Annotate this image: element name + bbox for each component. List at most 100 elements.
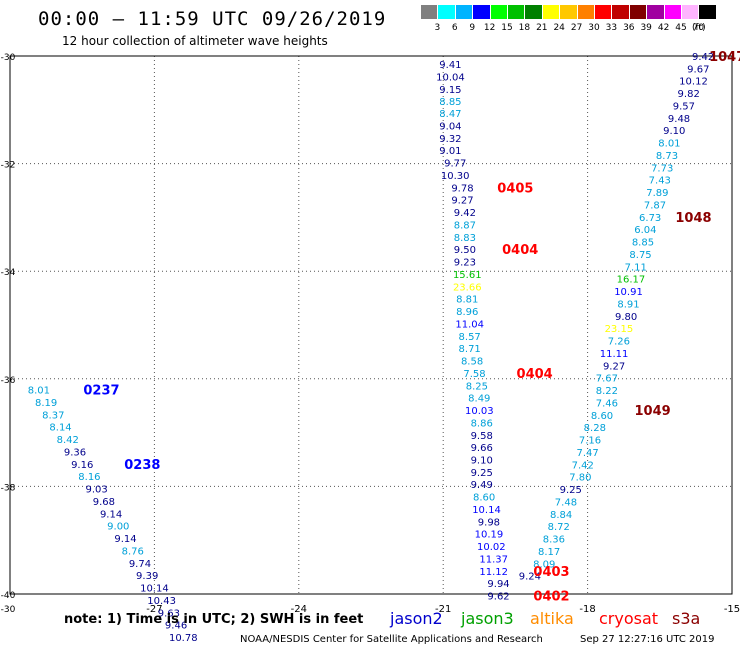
wave-height-value: 15.61 [453, 270, 482, 281]
wave-height-value: 9.50 [454, 245, 476, 256]
wave-height-value: 9.67 [687, 64, 709, 75]
wave-height-value: 7.11 [625, 262, 647, 273]
legend-label: 3 [434, 23, 441, 33]
wave-height-value: 9.68 [93, 497, 115, 508]
y-tick-label: -36 [1, 376, 16, 386]
wave-height-value: 9.94 [487, 579, 509, 590]
wave-height-value: 9.48 [668, 114, 690, 125]
wave-height-value: 9.32 [439, 134, 461, 145]
wave-height-value: 9.25 [560, 485, 582, 496]
legend-label: 33 [605, 23, 618, 33]
wave-height-value: 9.80 [615, 312, 637, 323]
wave-height-value: 7.16 [579, 436, 601, 447]
wave-height-value: 9.03 [86, 485, 108, 496]
wave-height-value: 7.42 [572, 460, 594, 471]
wave-height-value: 7.67 [596, 374, 618, 385]
wave-height-value: 23.66 [453, 282, 482, 293]
satellite-name: cryosat [599, 609, 659, 628]
x-tick-label: -21 [435, 604, 451, 615]
wave-height-value: 10.19 [475, 530, 504, 541]
wave-height-value: 8.75 [629, 250, 651, 261]
wave-height-value: 11.11 [600, 349, 629, 360]
legend-swatch [421, 5, 438, 19]
satellite-name: jason2 [390, 609, 443, 628]
legend-label: 45 [675, 23, 687, 33]
legend-swatch [560, 5, 577, 19]
wave-height-value: 8.60 [473, 493, 495, 504]
wave-height-value: 9.01 [439, 146, 461, 157]
legend-label: 15 [501, 23, 513, 33]
legend-label: 18 [518, 23, 531, 33]
wave-height-value: 11.12 [479, 567, 508, 578]
wave-height-value: 8.76 [122, 546, 144, 557]
x-tick-label: -27 [146, 604, 162, 615]
y-tick-label: -30 [1, 53, 16, 63]
wave-height-value: 8.85 [439, 97, 461, 108]
wave-height-value: 8.25 [466, 381, 488, 392]
legend-swatch [455, 5, 473, 19]
wave-height-value: 7.89 [646, 188, 668, 199]
wave-height-value: 8.37 [42, 410, 64, 421]
legend-label: 12 [483, 23, 496, 33]
map-subtitle: 12 hour collection of altimeter wave hei… [62, 34, 328, 48]
wave-height-value: 8.14 [49, 423, 71, 434]
legend-swatch [647, 5, 664, 19]
legend-label: 36 [623, 23, 635, 33]
wave-height-value: 9.74 [129, 559, 151, 570]
wave-height-value: 6.73 [639, 213, 661, 224]
wave-height-value: 6.04 [634, 225, 656, 236]
wave-height-value: 9.82 [678, 89, 700, 100]
satellite-name: s3a [672, 609, 701, 628]
wave-height-value: 10.14 [140, 584, 169, 595]
wave-height-value: 9.25 [471, 468, 493, 479]
legend-swatch [473, 5, 490, 19]
wave-height-value: 9.10 [471, 456, 493, 467]
satellite-name: jason3 [461, 609, 514, 628]
wave-height-value: 8.91 [617, 299, 639, 310]
legend-swatch [612, 5, 629, 19]
wave-height-value: 7.47 [576, 448, 598, 459]
wave-height-value: 10.78 [169, 633, 198, 644]
wave-height-value: 8.19 [35, 398, 57, 409]
wave-height-labels: 9.4110.049.158.858.479.049.329.019.7710.… [28, 52, 715, 644]
wave-height-value: 9.41 [439, 60, 461, 71]
wave-height-value: 7.26 [608, 337, 630, 348]
wave-height-value: 10.14 [472, 505, 501, 516]
pass-time-label: 0404 [517, 367, 553, 382]
wave-height-value: 9.77 [444, 159, 466, 170]
wave-height-value: 9.10 [663, 126, 685, 137]
wave-height-value: 11.37 [479, 554, 508, 565]
wave-height-value: 10.03 [465, 406, 494, 417]
wave-height-value: 8.71 [459, 344, 481, 355]
wave-height-value: 9.78 [451, 183, 473, 194]
wave-height-value: 8.72 [548, 522, 570, 533]
wave-height-value: 8.36 [543, 535, 565, 546]
wave-height-value: 11.04 [455, 319, 484, 330]
pass-time-label: 0403 [533, 565, 569, 580]
wave-height-value: 8.09 [533, 559, 555, 570]
wave-height-value: 9.27 [451, 196, 473, 207]
time-labels: 1047 0405 1048 0404 0404 1049 0237 0238 0403 0402 [83, 50, 740, 605]
wave-height-value: 9.58 [471, 431, 493, 442]
wave-height-value: 8.47 [439, 109, 461, 120]
pass-time-label: 0402 [533, 590, 569, 605]
wave-height-value: 8.81 [456, 295, 478, 306]
grid-lines [10, 56, 732, 594]
wave-height-value: 8.84 [550, 510, 572, 521]
legend-swatch [525, 5, 542, 19]
wave-height-value: 8.49 [468, 394, 490, 405]
legend-swatch [595, 5, 612, 19]
wave-height-value: 8.86 [471, 418, 493, 429]
legend-swatch [629, 5, 647, 19]
wave-height-value: 10.30 [441, 171, 470, 182]
wave-height-value: 8.01 [28, 386, 50, 397]
wave-height-value: 10.12 [679, 77, 708, 88]
legend-swatch [490, 5, 507, 19]
legend-label: 27 [570, 23, 583, 33]
wave-height-value: 9.36 [64, 447, 86, 458]
corner-tick-label: -30 [1, 605, 16, 615]
legend-swatch [682, 5, 699, 19]
legend-label: 30 [588, 23, 600, 33]
pass-time-label: 0237 [83, 384, 119, 399]
